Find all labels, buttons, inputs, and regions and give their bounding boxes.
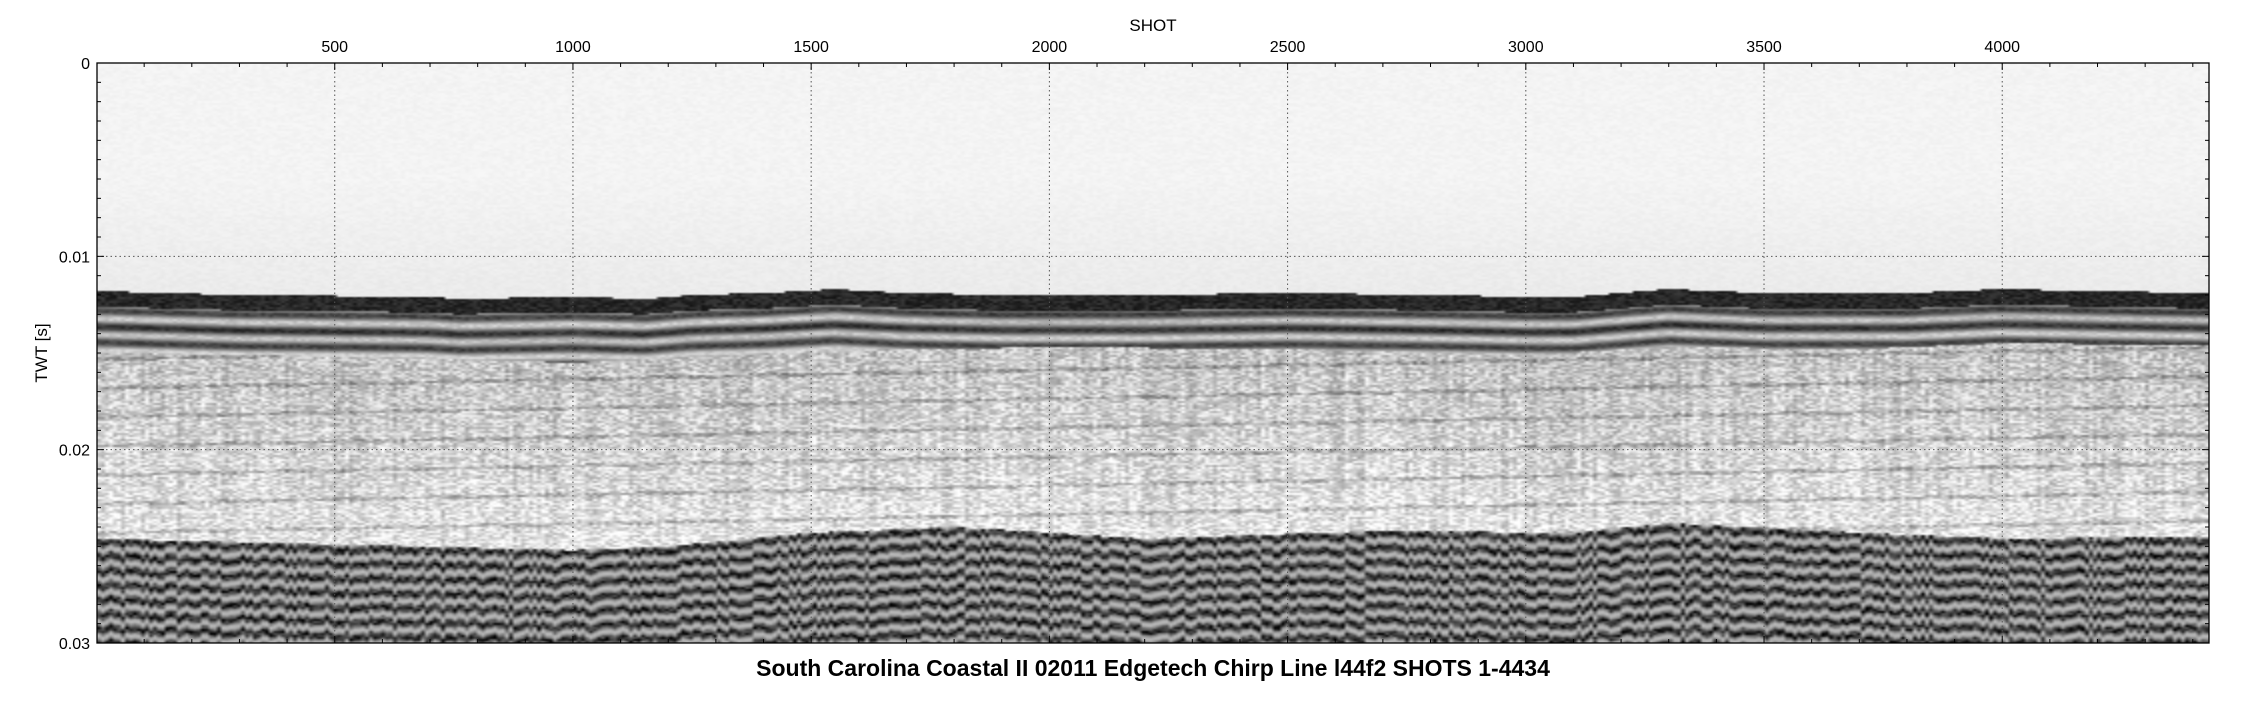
x-tick-label-1000: 1000 [555, 39, 591, 56]
y-tick-label-0.03: 0.03 [59, 636, 90, 653]
chart-title: South Carolina Coastal II 02011 Edgetech… [756, 655, 1550, 681]
y-axis-title: TWT [s] [32, 323, 51, 382]
seismic-amplitude-image [97, 63, 2209, 643]
x-tick-label-500: 500 [321, 39, 348, 56]
x-tick-label-2000: 2000 [1032, 39, 1068, 56]
y-tick-label-0: 0 [81, 56, 90, 73]
y-axis-tick-labels: 0 0.01 0.02 0.03 [59, 56, 90, 653]
x-axis-tick-labels: 500 1000 1500 2000 2500 3000 3500 4000 [321, 39, 2020, 56]
y-tick-label-0.01: 0.01 [59, 249, 90, 266]
x-tick-label-1500: 1500 [793, 39, 829, 56]
x-axis-title: SHOT [1129, 16, 1176, 35]
seismic-amplitude-raster [97, 63, 2209, 643]
axis-ticks [97, 63, 2209, 643]
x-tick-label-3500: 3500 [1746, 39, 1782, 56]
x-tick-label-3000: 3000 [1508, 39, 1544, 56]
x-tick-label-2500: 2500 [1270, 39, 1306, 56]
grid-lines [97, 63, 2209, 643]
y-tick-label-0.02: 0.02 [59, 443, 90, 460]
x-tick-label-4000: 4000 [1984, 39, 2020, 56]
